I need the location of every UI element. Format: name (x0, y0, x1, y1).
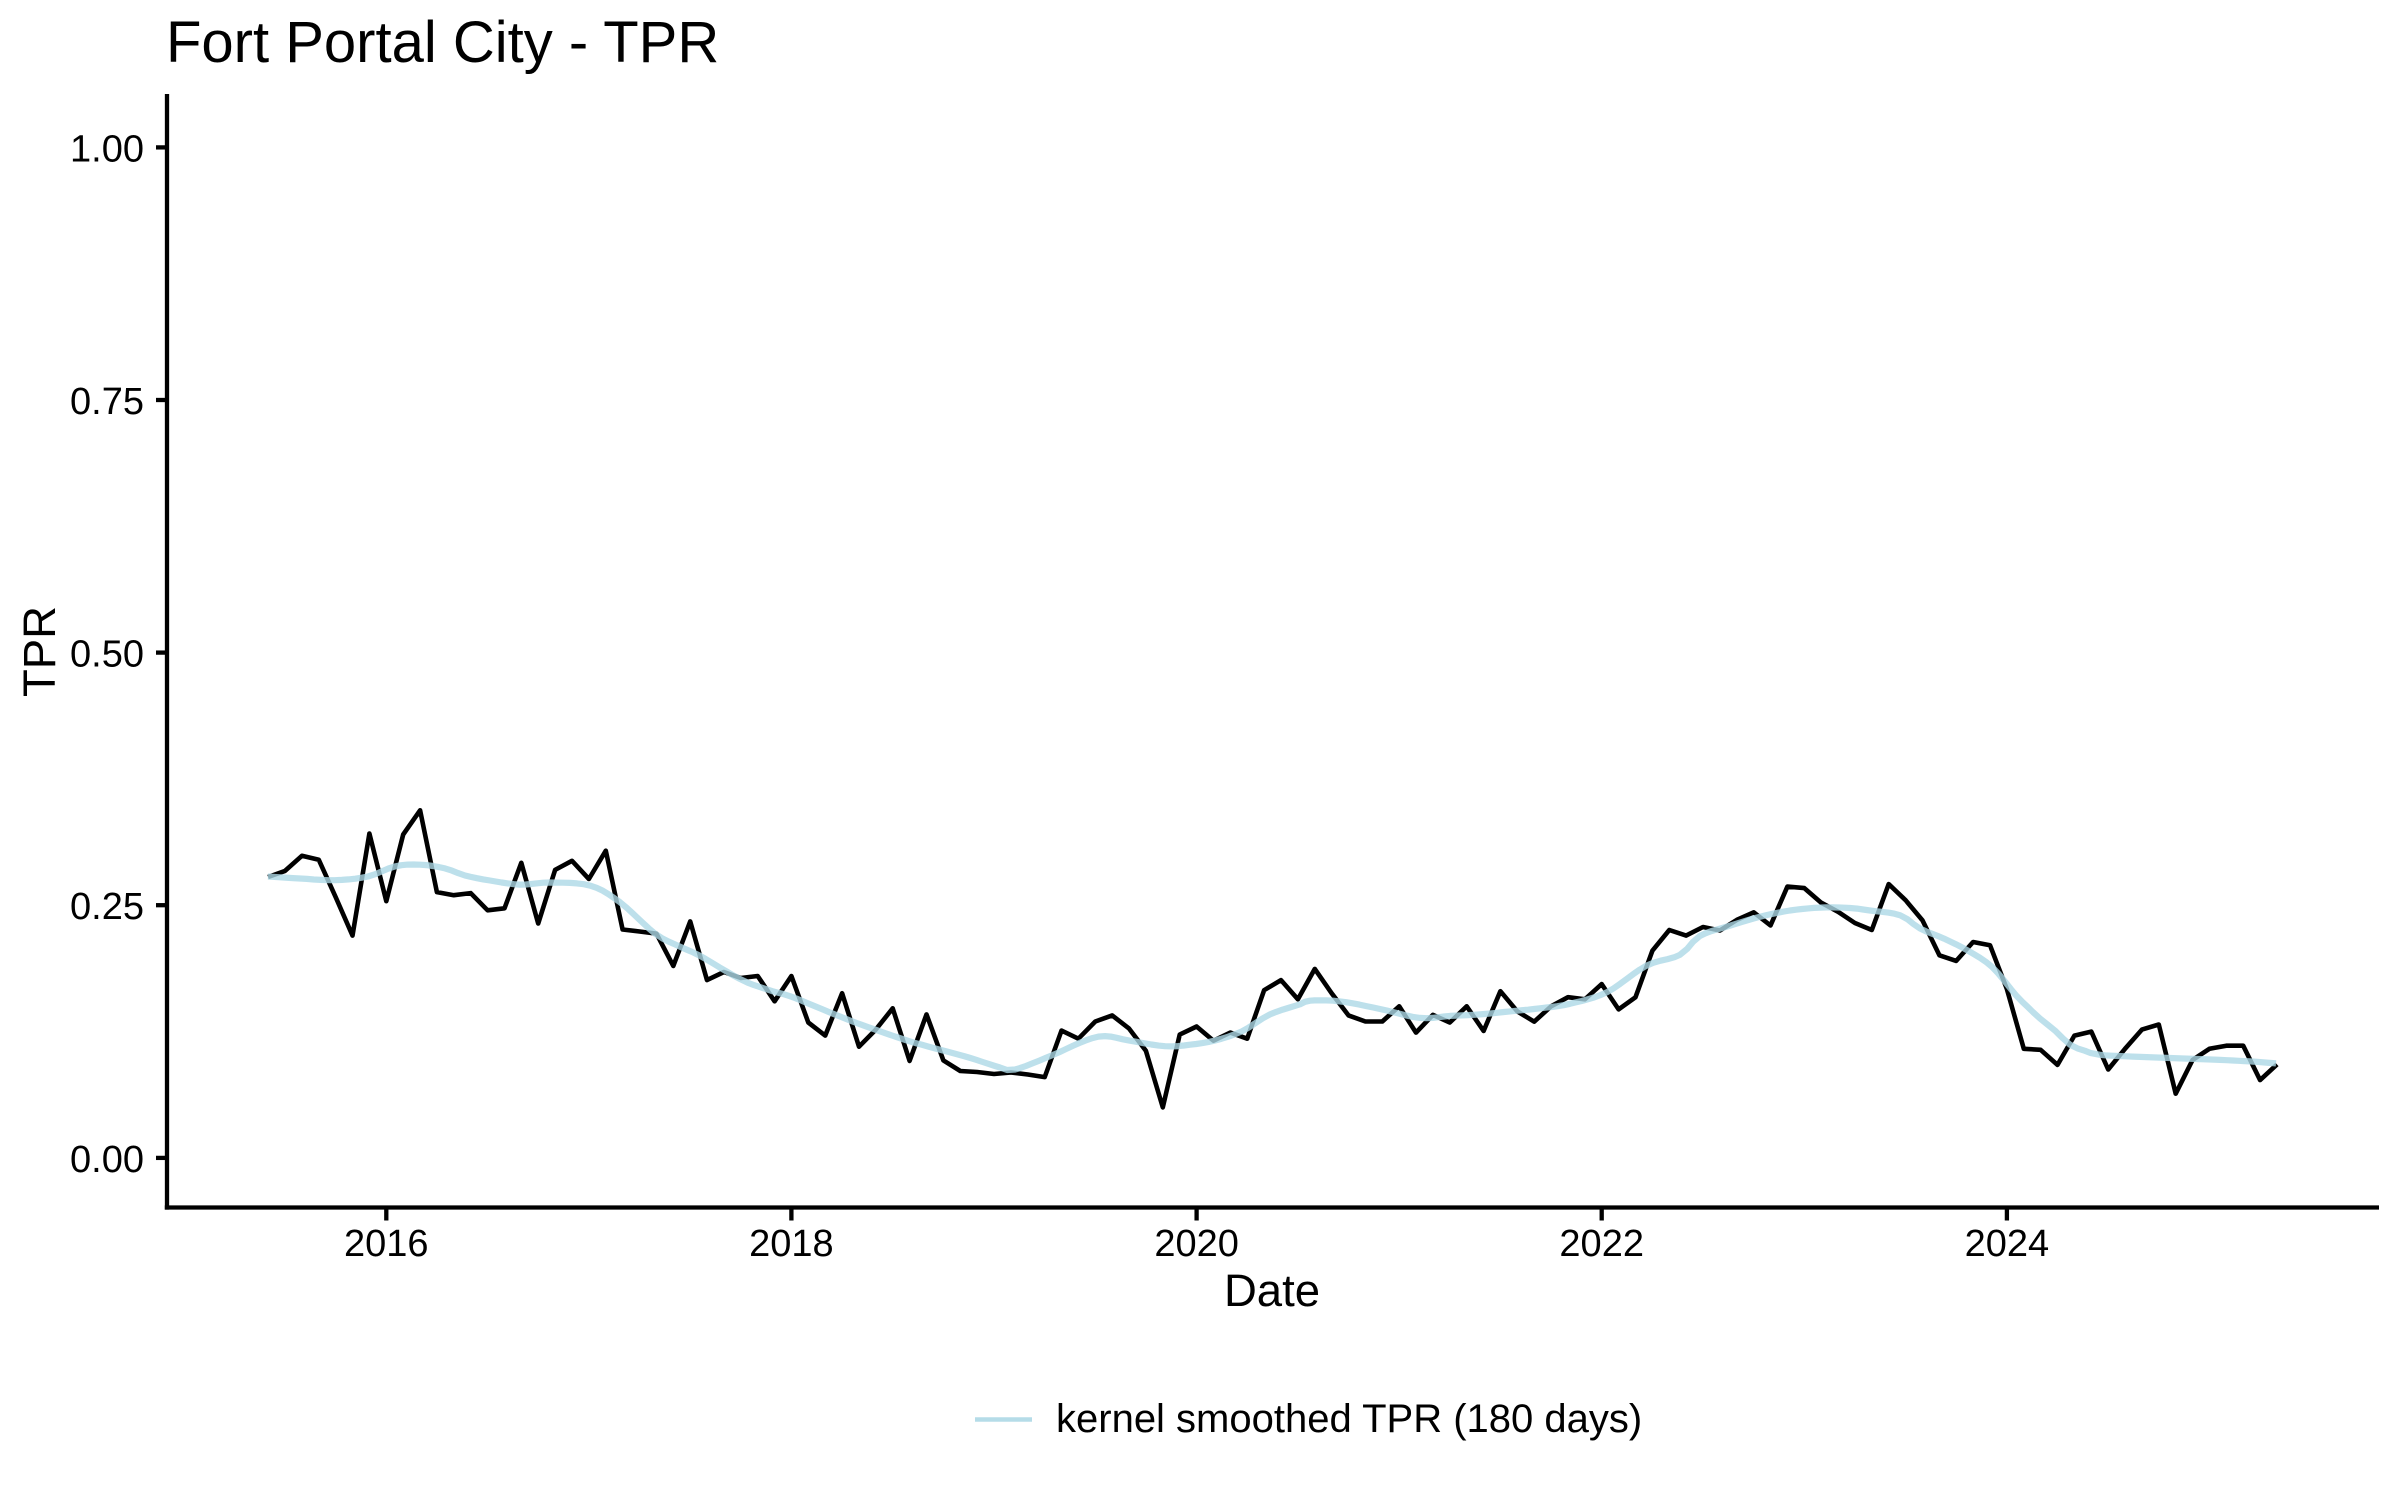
svg-text:2024: 2024 (1965, 1223, 2050, 1265)
svg-text:Date: Date (1224, 1265, 1320, 1316)
svg-text:Fort Portal City - TPR: Fort Portal City - TPR (166, 10, 719, 75)
svg-text:TPR: TPR (14, 606, 65, 697)
svg-text:2020: 2020 (1154, 1223, 1239, 1265)
svg-text:0.75: 0.75 (70, 381, 144, 423)
svg-text:2018: 2018 (749, 1223, 834, 1265)
svg-text:1.00: 1.00 (70, 128, 144, 170)
svg-text:0.00: 0.00 (70, 1139, 144, 1181)
svg-text:0.50: 0.50 (70, 634, 144, 676)
svg-text:2016: 2016 (344, 1223, 429, 1265)
svg-text:kernel smoothed TPR (180 days): kernel smoothed TPR (180 days) (1056, 1397, 1642, 1441)
svg-text:0.25: 0.25 (70, 886, 144, 928)
svg-text:2022: 2022 (1559, 1223, 1644, 1265)
